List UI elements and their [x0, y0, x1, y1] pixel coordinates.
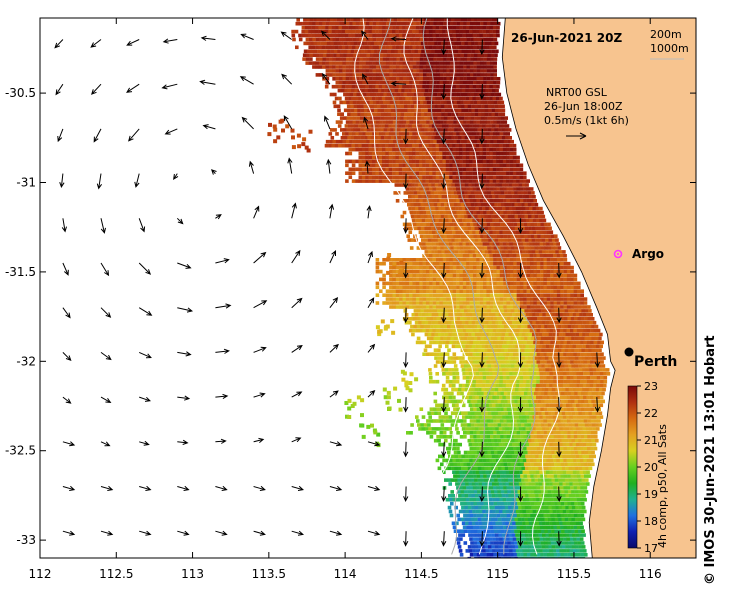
lat-axis: -30.5 -31 -31.5 -32 -32.5 -33: [5, 86, 696, 547]
colorbar-title: 4h comp, p50, All Sats: [656, 424, 669, 548]
colorbar-tick-label: 19: [644, 488, 658, 501]
sst-field: [267, 18, 611, 558]
lat-tick-label: -30.5: [5, 86, 36, 100]
depth-contour: [403, 18, 521, 555]
lat-tick-label: -33: [16, 533, 36, 547]
depth-contour: [378, 18, 500, 555]
depth-contour: [354, 18, 474, 555]
current-legend-line1: NRT00 GSL: [546, 86, 608, 99]
lon-tick-label: 114: [334, 567, 357, 581]
lon-tick-label: 113: [181, 567, 204, 581]
date-label: 26-Jun-2021 20Z: [511, 31, 622, 45]
lat-tick-label: -31: [16, 176, 36, 190]
bathymetry-contours: [354, 18, 561, 555]
argo-marker: [613, 249, 623, 259]
depth-contour: [446, 18, 561, 555]
colorbar-tick-label: 18: [644, 515, 658, 528]
lat-tick-label: -31.5: [5, 265, 36, 279]
lat-tick-label: -32.5: [5, 444, 36, 458]
current-legend-line2: 26-Jun 18:00Z: [544, 100, 623, 113]
lon-axis: 112 112.5 113 113.5 114 114.5 115 115.5 116: [29, 18, 662, 581]
lon-tick-label: 114.5: [404, 567, 438, 581]
lon-tick-label: 115.5: [557, 567, 591, 581]
credit-text: © IMOS 30-Jun-2021 13:01 Hobart: [703, 335, 718, 585]
colorbar-tick-label: 17: [644, 542, 658, 555]
depth-contour: [422, 18, 537, 555]
contour-legend-200m: 200m: [650, 28, 682, 41]
lon-tick-label: 115: [486, 567, 509, 581]
land-mass: [501, 18, 696, 558]
colorbar-tick-label: 22: [644, 407, 658, 420]
perth-marker: [624, 347, 634, 357]
lat-tick-label: -32: [16, 354, 36, 368]
lon-tick-label: 113.5: [252, 567, 286, 581]
colorbar-tick-label: 20: [644, 461, 658, 474]
current-legend-line3: 0.5m/s (1kt 6h): [544, 114, 629, 127]
colorbar-tick-label: 21: [644, 434, 658, 447]
current-vectors: [54, 30, 600, 547]
perth-label: Perth: [634, 354, 677, 370]
map-frame: [39, 17, 697, 559]
argo-label: Argo: [632, 247, 664, 261]
lon-tick-label: 116: [639, 567, 662, 581]
colorbar: [627, 385, 638, 549]
contour-legend-1000m: 1000m: [650, 42, 689, 55]
lon-tick-label: 112: [29, 567, 52, 581]
colorbar-ticks: 23 22 21 20 19 18 17: [637, 380, 658, 555]
lon-tick-label: 112.5: [99, 567, 133, 581]
current-legend-arrow: [566, 132, 587, 140]
colorbar-tick-label: 23: [644, 380, 658, 393]
